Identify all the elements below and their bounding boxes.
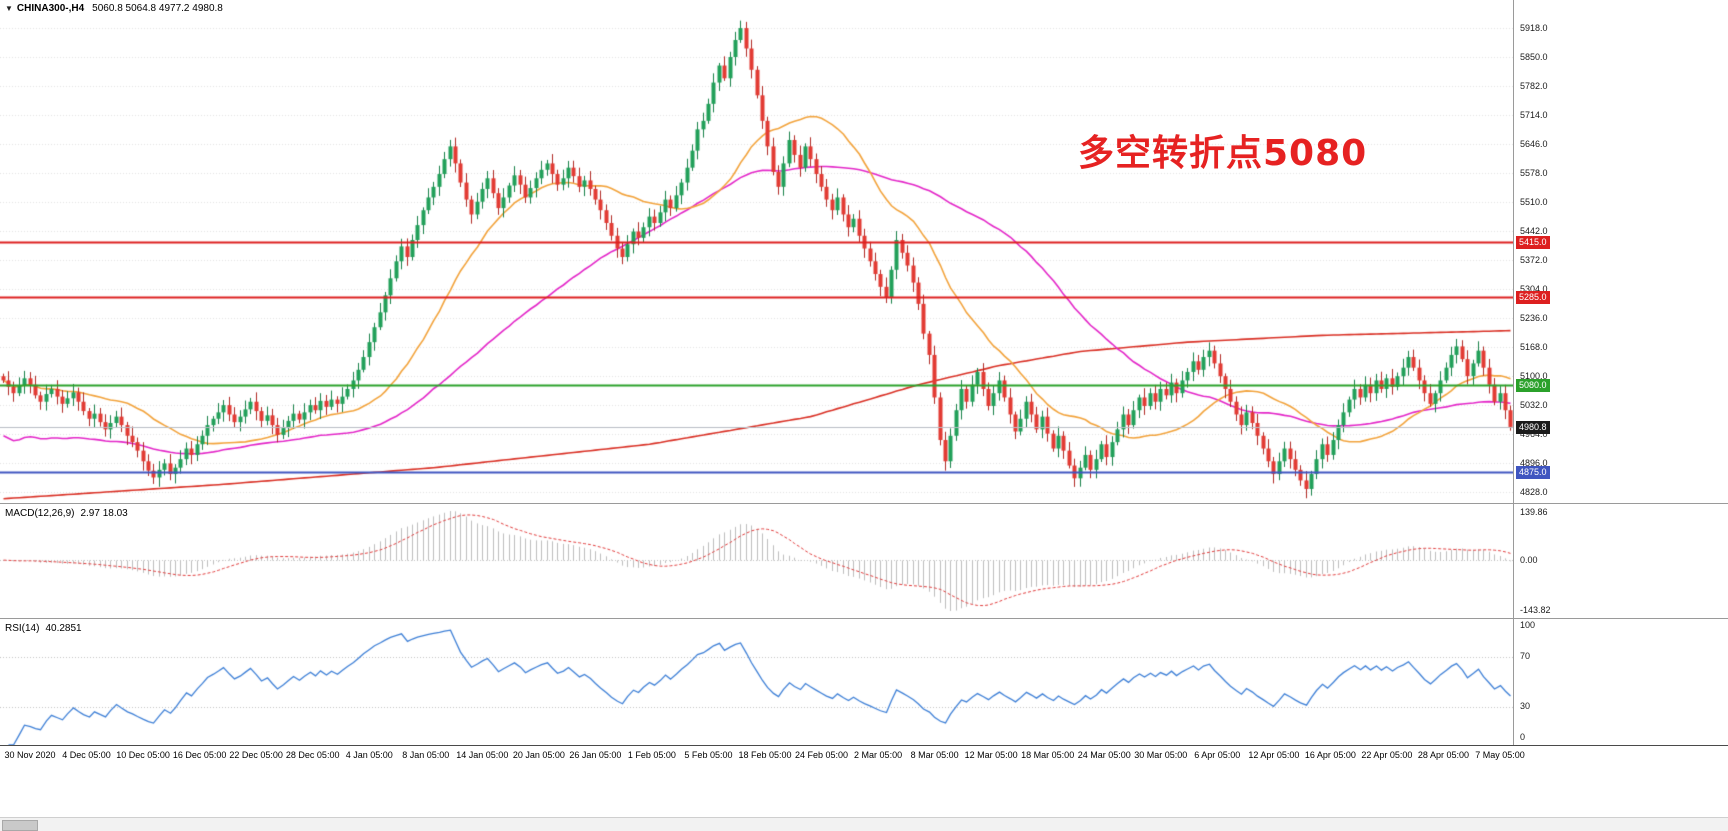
price-tick-label: 5714.0 [1520,109,1548,120]
macd-values: 2.97 18.03 [80,508,128,519]
price-level-tag: 4875.0 [1516,465,1550,479]
time-tick-label: 7 May 05:00 [1475,750,1525,760]
price-tick-label: 5168.0 [1520,341,1548,352]
rsi-label: RSI(14) 40.2851 [5,623,82,634]
price-level-tag: 5285.0 [1516,290,1550,304]
time-tick-label: 28 Apr 05:00 [1417,750,1469,760]
time-tick-label: 18 Feb 05:00 [738,750,792,760]
horizontal-scrollbar[interactable] [0,817,1728,831]
price-tick-label: 5372.0 [1520,254,1548,265]
time-axis: 30 Nov 2020 4 Dec 05:00 10 Dec 05:00 16 Dec… [0,745,1728,764]
collapse-chart-icon[interactable]: ▼ [5,4,13,13]
time-tick-label: 22 Apr 05:00 [1361,750,1413,760]
price-level-tag: 5080.0 [1516,378,1550,392]
pivot-annotation-text: 多空转折点5080 [1078,133,1368,174]
price-chart-panel: ▼ CHINA300-,H4 5060.8 5064.8 4977.2 4980.8… [0,0,1728,504]
price-tick-label: 5782.0 [1520,80,1548,91]
symbol-title: CHINA300-,H4 [16,3,85,14]
price-axis: 5918.0 5850.0 5782.0 5714.0 5646.0 5578.0 5510… [1513,0,1728,503]
time-tick-label: 8 Mar 05:00 [910,750,959,760]
rsi-axis-0: 0 [1520,732,1526,742]
price-tick-label: 5850.0 [1520,51,1548,62]
time-tick-label: 14 Jan 05:00 [456,750,509,760]
price-level-tag: 5415.0 [1516,235,1550,249]
macd-axis-zero: 0.00 [1520,554,1538,565]
price-tick-label: 4828.0 [1520,486,1548,497]
price-tick-label: 5304.0 [1520,283,1548,294]
time-tick-label: 16 Apr 05:00 [1304,750,1356,760]
macd-canvas[interactable] [0,504,1513,618]
time-tick-label: 26 Jan 05:00 [569,750,622,760]
time-tick-label: 16 Dec 05:00 [172,750,227,760]
price-tick-label: 4896.0 [1520,457,1548,468]
time-tick-label: 18 Mar 05:00 [1021,750,1075,760]
rsi-axis-70: 70 [1520,651,1531,661]
macd-name: MACD(12,26,9) [5,508,75,519]
price-tick-label: 5918.0 [1520,22,1548,33]
price-tick-label: 5646.0 [1520,138,1548,149]
rsi-name: RSI(14) [5,623,40,634]
time-tick-label: 10 Dec 05:00 [116,750,170,760]
time-tick-label: 6 Apr 05:00 [1194,750,1241,760]
time-tick-label: 1 Feb 05:00 [627,750,676,760]
time-tick-label: 22 Dec 05:00 [229,750,283,760]
time-tick-label: 28 Dec 05:00 [285,750,340,760]
macd-axis-max: 139.86 [1520,507,1548,517]
price-tick-label: 4964.0 [1520,428,1548,439]
price-level-tag: 4980.8 [1516,420,1550,434]
time-tick-label: 4 Jan 05:00 [345,750,393,760]
price-tick-label: 5100.0 [1520,370,1548,381]
time-tick-label: 4 Dec 05:00 [62,750,111,760]
rsi-axis-100: 100 [1520,620,1536,630]
window-bottom-gap [0,764,1728,817]
rsi-axis-30: 30 [1520,701,1531,711]
price-tick-label: 5510.0 [1520,196,1548,207]
time-tick-label: 12 Apr 05:00 [1248,750,1300,760]
time-tick-label: 30 Nov 2020 [4,750,56,760]
macd-axis: 139.86 0.00 -143.82 [1513,504,1728,618]
price-tick-label: 5442.0 [1520,225,1548,236]
time-tick-label: 24 Mar 05:00 [1077,750,1131,760]
time-tick-label: 5 Feb 05:00 [684,750,733,760]
price-chart-canvas[interactable] [0,0,1513,503]
scrollbar-thumb[interactable] [2,820,38,831]
time-tick-label: 24 Feb 05:00 [795,750,849,760]
time-tick-label: 2 Mar 05:00 [854,750,903,760]
time-tick-label: 30 Mar 05:00 [1134,750,1188,760]
rsi-value: 40.2851 [45,623,82,634]
rsi-panel: RSI(14) 40.2851 100 70 30 0 [0,619,1728,745]
time-tick-label: 8 Jan 05:00 [402,750,450,760]
macd-label: MACD(12,26,9) 2.97 18.03 [5,508,128,519]
macd-axis-min: -143.82 [1520,605,1551,615]
symbol-ohlc-line: ▼ CHINA300-,H4 5060.8 5064.8 4977.2 4980.8 [5,3,223,14]
macd-panel: MACD(12,26,9) 2.97 18.03 139.86 0.00 -143… [0,504,1728,619]
time-tick-label: 12 Mar 05:00 [964,750,1018,760]
price-tick-label: 5032.0 [1520,399,1548,410]
ohlc-values: 5060.8 5064.8 4977.2 4980.8 [92,3,223,14]
rsi-canvas[interactable] [0,619,1513,745]
price-tick-label: 5578.0 [1520,167,1548,178]
time-tick-label: 20 Jan 05:00 [512,750,565,760]
rsi-axis: 100 70 30 0 [1513,619,1728,745]
price-tick-label: 5236.0 [1520,312,1548,323]
